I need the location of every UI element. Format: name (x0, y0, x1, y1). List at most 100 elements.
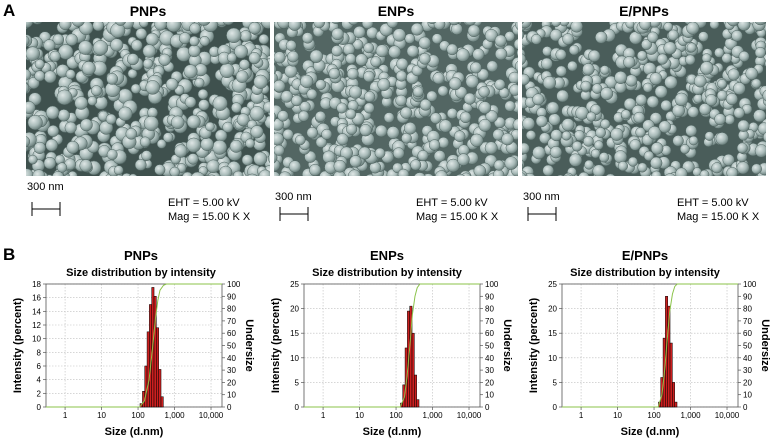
nanoparticle (199, 35, 210, 47)
nanoparticle (410, 159, 422, 171)
nanoparticle (403, 122, 417, 135)
nanoparticle (45, 138, 58, 152)
nanoparticle (56, 162, 68, 173)
nanoparticle (727, 22, 740, 27)
y2-tick-label: 40 (227, 354, 236, 363)
nanoparticle (561, 118, 575, 132)
nanoparticle (207, 174, 216, 176)
nanoparticle (59, 22, 72, 31)
nanoparticle (699, 61, 714, 75)
nanoparticle (65, 69, 76, 80)
nanoparticle (522, 22, 525, 25)
nanoparticle (142, 58, 154, 69)
nanoparticle (235, 70, 249, 83)
nanoparticle (637, 162, 648, 173)
nanoparticle (562, 33, 574, 45)
y2-tick-label: 20 (743, 378, 752, 387)
nanoparticle (649, 112, 662, 125)
nanoparticle (522, 73, 530, 86)
chart-title-enps: ENPs (370, 248, 404, 263)
nanoparticle (238, 59, 250, 71)
nanoparticle (754, 22, 766, 26)
y-tick-label: 2 (37, 389, 42, 398)
nanoparticle (143, 115, 159, 131)
x-axis-label: Size (d.nm) (621, 426, 680, 438)
nanoparticle (280, 90, 293, 103)
nanoparticle (548, 113, 561, 126)
nanoparticle (189, 22, 201, 35)
nanoparticle (333, 159, 347, 173)
nanoparticle (753, 109, 766, 123)
nanoparticle (714, 47, 725, 58)
y2-tick-label: 90 (485, 292, 494, 301)
nanoparticle (512, 118, 518, 131)
nanoparticle (358, 146, 372, 160)
histogram-bar (146, 331, 150, 408)
y2-tick-label: 30 (227, 366, 236, 375)
x-tick-label: 10,000 (199, 411, 224, 420)
nanoparticle (314, 110, 327, 123)
nanoparticle (477, 68, 490, 81)
x-axis-label: Size (d.nm) (105, 426, 164, 438)
nanoparticle (80, 118, 93, 132)
nanoparticle (336, 102, 348, 114)
y2-tick-label: 40 (485, 354, 494, 363)
scale-bar-enps (279, 207, 309, 221)
nanoparticle (522, 142, 530, 155)
nanoparticle (79, 159, 93, 173)
nanoparticle (513, 38, 518, 50)
nanoparticle (679, 144, 690, 155)
nanoparticle (455, 86, 468, 99)
nanoparticle (118, 106, 133, 121)
nanoparticle (363, 91, 376, 103)
y2-tick-label: 90 (743, 292, 752, 301)
y-tick-label: 18 (32, 280, 41, 289)
nanoparticle (745, 67, 759, 80)
nanoparticle (182, 171, 193, 176)
nanoparticle (465, 74, 479, 89)
nanoparticle (636, 50, 648, 61)
nanoparticle (229, 139, 243, 153)
nanoparticle (535, 115, 548, 128)
nanoparticle (551, 22, 561, 27)
nanoparticle (687, 106, 699, 118)
x-tick-label: 10 (613, 411, 622, 420)
nanoparticle (268, 153, 270, 164)
nanoparticle (437, 85, 449, 97)
y2-tick-label: 70 (743, 317, 752, 326)
nanoparticle (432, 72, 445, 85)
nanoparticle (374, 147, 386, 159)
nanoparticle (494, 78, 506, 91)
nanoparticle (51, 171, 65, 176)
chart-subtitle-epnps: Size distribution by intensity (570, 267, 720, 279)
y2-tick-label: 40 (743, 354, 752, 363)
y2-tick-label: 60 (485, 329, 494, 338)
sem-title-epnps: E/PNPs (619, 3, 669, 19)
nanoparticle (105, 113, 117, 125)
nanoparticle (284, 64, 298, 78)
nanoparticle (34, 70, 46, 82)
nanoparticle (186, 114, 201, 129)
y2-axis-label: Undersize (501, 319, 513, 372)
y-tick-label: 25 (290, 280, 299, 289)
nanoparticle (135, 27, 148, 40)
nanoparticle (586, 111, 597, 122)
y2-tick-label: 100 (743, 280, 757, 289)
nanoparticle (419, 98, 432, 111)
y2-tick-label: 80 (743, 305, 752, 314)
nanoparticle (733, 107, 745, 119)
nanoparticle (277, 110, 289, 122)
nanoparticle (331, 27, 344, 41)
nanoparticle (546, 101, 560, 115)
nanoparticle (198, 99, 210, 111)
nanoparticle (190, 171, 205, 176)
nanoparticle (568, 153, 583, 167)
nanoparticle (349, 155, 362, 168)
nanoparticle (363, 42, 375, 54)
y-axis-label: Intensity (percent) (528, 297, 540, 393)
nanoparticle (28, 154, 38, 165)
nanoparticle (248, 52, 261, 65)
nanoparticle (647, 126, 662, 140)
